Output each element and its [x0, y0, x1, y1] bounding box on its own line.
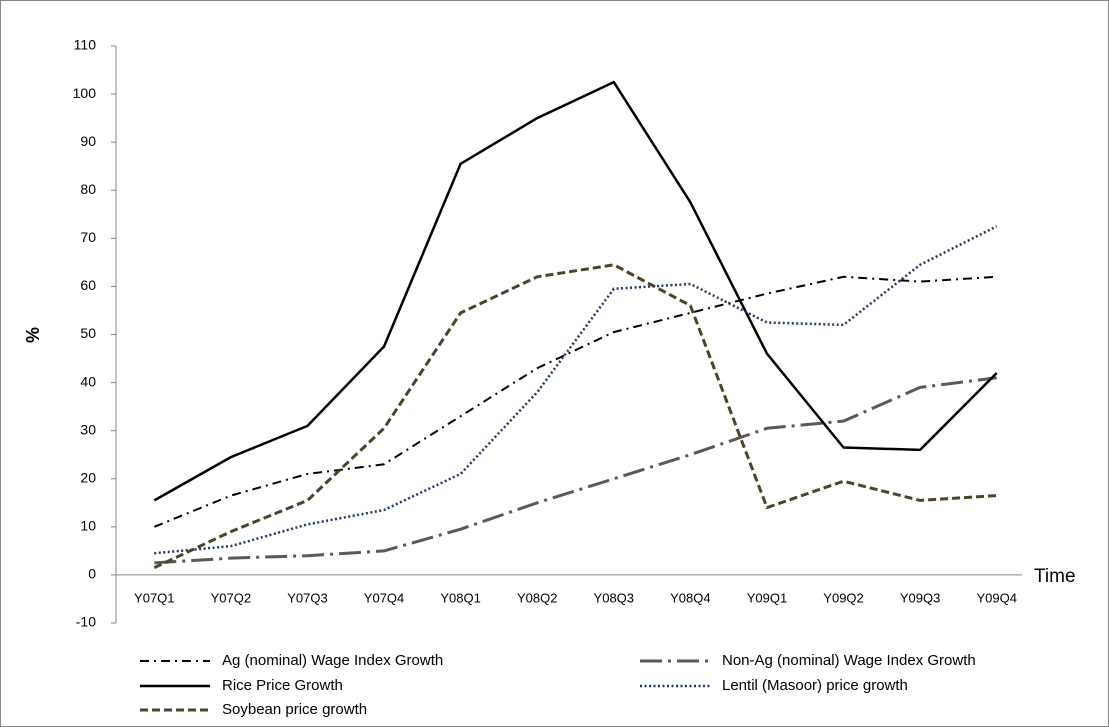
y-tick-label: 100	[73, 85, 97, 101]
series-line	[153, 275, 997, 528]
legend-label: Soybean price growth	[222, 701, 367, 718]
x-tick-label: Y09Q2	[823, 590, 863, 605]
y-axis-label: %	[23, 327, 43, 343]
series-line	[153, 80, 998, 502]
y-tick-label: 30	[80, 421, 96, 437]
y-tick-label: -10	[76, 614, 96, 630]
x-tick-label: Y08Q1	[440, 590, 480, 605]
x-tick-label: Y09Q1	[747, 590, 787, 605]
series-line	[154, 376, 997, 565]
legend-label: Ag (nominal) Wage Index Growth	[222, 652, 443, 669]
x-axis-label: Time	[1034, 566, 1076, 587]
x-tick-label: Y08Q2	[517, 590, 557, 605]
y-tick-label: 110	[74, 37, 97, 53]
x-tick-label: Y08Q4	[670, 590, 710, 605]
y-tick-label: 60	[80, 277, 96, 293]
y-tick-label: 90	[80, 133, 96, 149]
y-tick-label: 0	[88, 566, 96, 582]
x-tick-label: Y07Q1	[134, 590, 174, 605]
y-tick-label: 40	[80, 373, 96, 389]
y-tick-label: 80	[80, 181, 96, 197]
y-tick-label: 70	[80, 229, 96, 245]
x-tick-label: Y07Q4	[364, 590, 404, 605]
y-tick-label: 50	[80, 325, 96, 341]
x-tick-label: Y09Q4	[976, 590, 1016, 605]
y-tick-label: 10	[80, 518, 96, 534]
x-tick-label: Y07Q2	[211, 590, 251, 605]
series-line	[153, 263, 997, 570]
x-tick-label: Y09Q3	[900, 590, 940, 605]
x-tick-label: Y08Q3	[594, 590, 634, 605]
y-tick-label: 20	[80, 469, 96, 485]
legend-label: Lentil (Masoor) price growth	[722, 677, 908, 694]
legend-label: Non-Ag (nominal) Wage Index Growth	[722, 652, 976, 669]
x-tick-label: Y07Q3	[287, 590, 327, 605]
series-line	[154, 225, 998, 555]
legend-label: Rice Price Growth	[222, 677, 343, 694]
